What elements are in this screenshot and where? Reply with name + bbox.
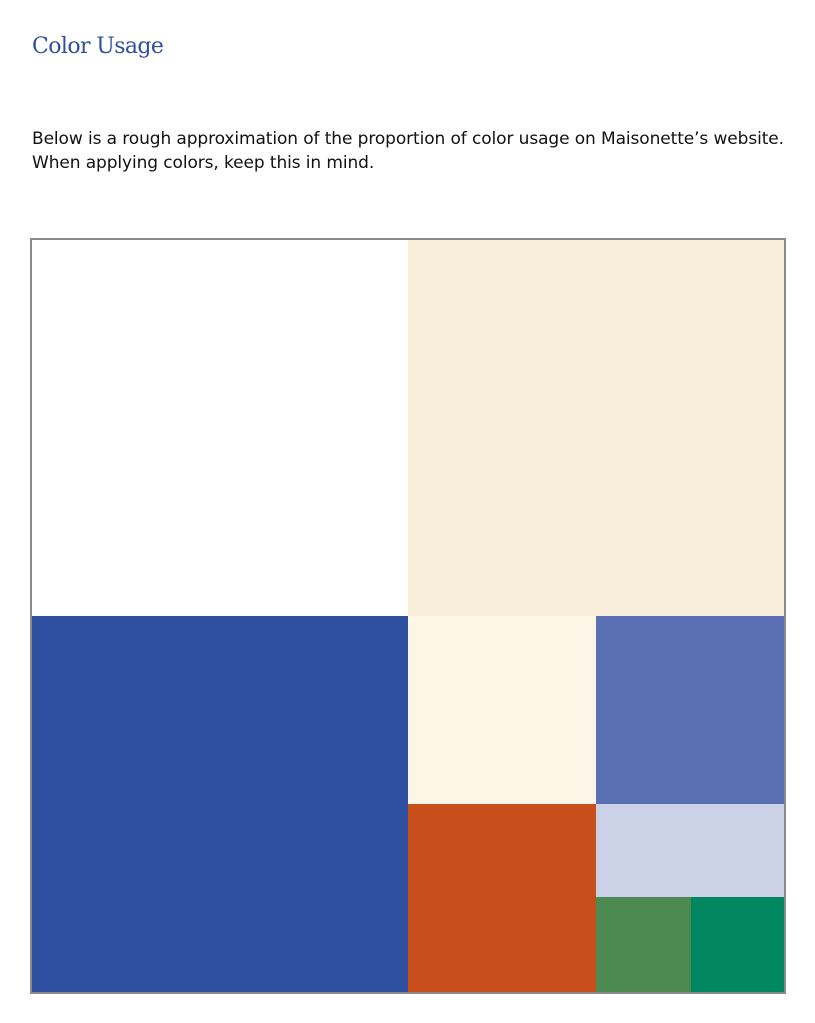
page-title: Color Usage [32,34,164,59]
swatch-pale-lavender [596,804,784,897]
swatch-white [32,240,408,616]
swatch-cream [408,240,784,616]
intro-paragraph: Below is a rough approximation of the pr… [32,129,784,173]
swatch-royal-blue [32,616,408,992]
swatch-periwinkle [596,616,784,804]
swatch-light-cream [408,616,596,804]
swatch-leaf-green [596,897,691,992]
color-usage-map [30,238,786,994]
swatch-burnt-orange [408,804,596,992]
swatch-emerald-green [691,897,784,992]
